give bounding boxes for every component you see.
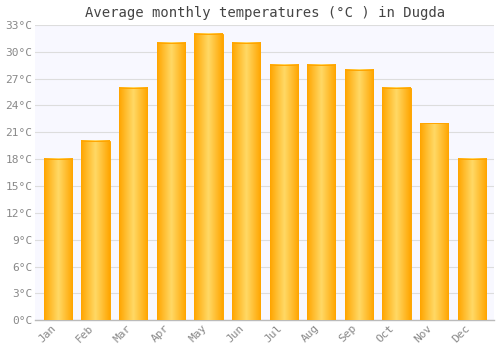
Bar — [307, 65, 336, 320]
Bar — [420, 123, 448, 320]
Bar — [82, 141, 110, 320]
Title: Average monthly temperatures (°C ) in Dugda: Average monthly temperatures (°C ) in Du… — [85, 6, 445, 20]
Bar — [194, 34, 222, 320]
Bar — [345, 70, 373, 320]
Bar — [156, 43, 185, 320]
Bar — [382, 88, 410, 320]
Bar — [232, 43, 260, 320]
Bar — [458, 159, 486, 320]
Bar — [270, 65, 298, 320]
Bar — [44, 159, 72, 320]
Bar — [119, 88, 148, 320]
